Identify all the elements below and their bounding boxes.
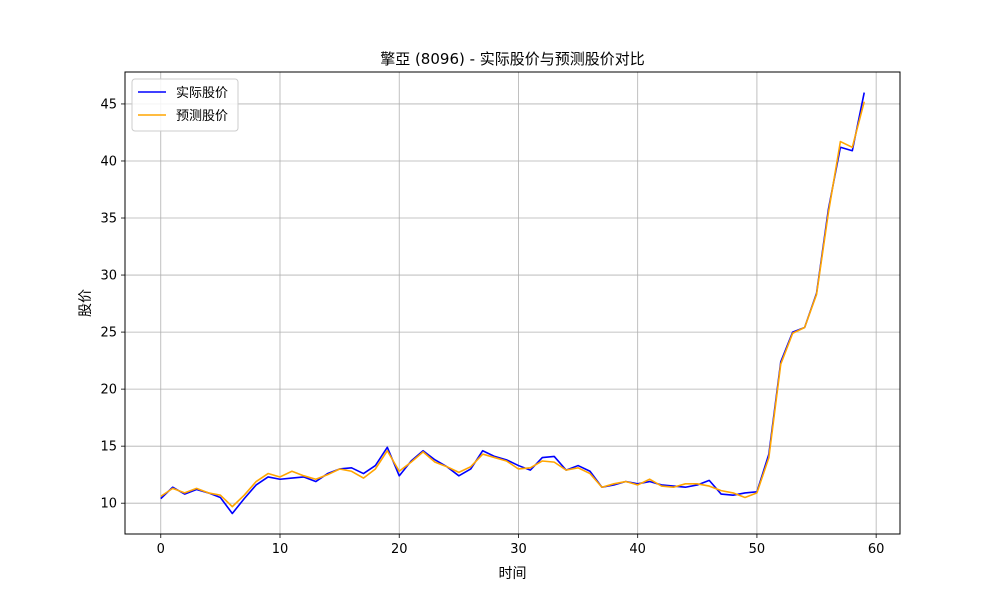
series-line-actual xyxy=(160,92,866,515)
x-tick-label: 10 xyxy=(272,542,289,557)
y-tick-label: 30 xyxy=(100,269,117,284)
y-tick-label: 45 xyxy=(100,97,117,112)
y-tick-label: 20 xyxy=(100,383,117,398)
x-tick-label: 40 xyxy=(629,542,646,557)
chart-title: 擎亞 (8096) - 实际股价与预测股价对比 xyxy=(380,50,645,68)
x-tick-label: 50 xyxy=(749,542,766,557)
x-tick-label: 0 xyxy=(157,542,165,557)
plot-frame xyxy=(124,71,901,535)
y-tick-label: 40 xyxy=(100,154,117,169)
axis-ticks: 0 10 20 30 40 50 60 10 15 20 25 30 35 40 45 xyxy=(100,97,884,557)
y-tick-label: 35 xyxy=(100,212,117,227)
legend: 实际股价 预测股价 xyxy=(131,78,239,132)
series-lines xyxy=(160,92,866,515)
x-axis-label: 时间 xyxy=(499,566,527,582)
x-tick-label: 60 xyxy=(868,542,885,557)
y-tick-label: 25 xyxy=(100,326,117,341)
legend-label-actual: 实际股价 xyxy=(176,86,228,101)
series-line-predicted xyxy=(160,101,866,508)
legend-label-predicted: 预测股价 xyxy=(176,109,228,124)
y-tick-label: 10 xyxy=(100,497,117,512)
x-tick-label: 30 xyxy=(510,542,527,557)
grid-lines xyxy=(125,72,900,534)
y-tick-label: 15 xyxy=(100,440,117,455)
y-axis-label: 股价 xyxy=(78,289,94,317)
x-tick-label: 20 xyxy=(391,542,408,557)
